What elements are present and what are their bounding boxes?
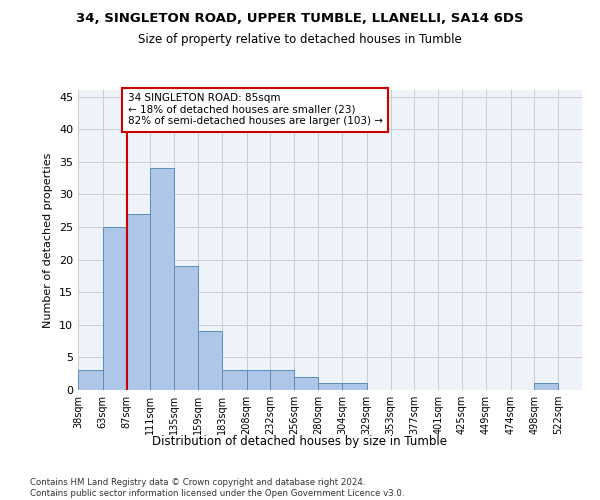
Bar xyxy=(294,377,318,390)
Text: Distribution of detached houses by size in Tumble: Distribution of detached houses by size … xyxy=(152,435,448,448)
Text: 34 SINGLETON ROAD: 85sqm
← 18% of detached houses are smaller (23)
82% of semi-d: 34 SINGLETON ROAD: 85sqm ← 18% of detach… xyxy=(128,94,383,126)
Text: 34, SINGLETON ROAD, UPPER TUMBLE, LLANELLI, SA14 6DS: 34, SINGLETON ROAD, UPPER TUMBLE, LLANEL… xyxy=(76,12,524,26)
Text: Contains HM Land Registry data © Crown copyright and database right 2024.
Contai: Contains HM Land Registry data © Crown c… xyxy=(30,478,404,498)
Bar xyxy=(535,384,558,390)
Bar xyxy=(174,266,198,390)
Bar xyxy=(342,384,367,390)
Bar xyxy=(271,370,294,390)
Bar xyxy=(318,384,342,390)
Bar xyxy=(222,370,247,390)
Y-axis label: Number of detached properties: Number of detached properties xyxy=(43,152,53,328)
Bar xyxy=(78,370,103,390)
Bar xyxy=(127,214,151,390)
Bar xyxy=(103,227,127,390)
Bar xyxy=(151,168,174,390)
Text: Size of property relative to detached houses in Tumble: Size of property relative to detached ho… xyxy=(138,32,462,46)
Bar xyxy=(247,370,271,390)
Bar xyxy=(198,332,222,390)
